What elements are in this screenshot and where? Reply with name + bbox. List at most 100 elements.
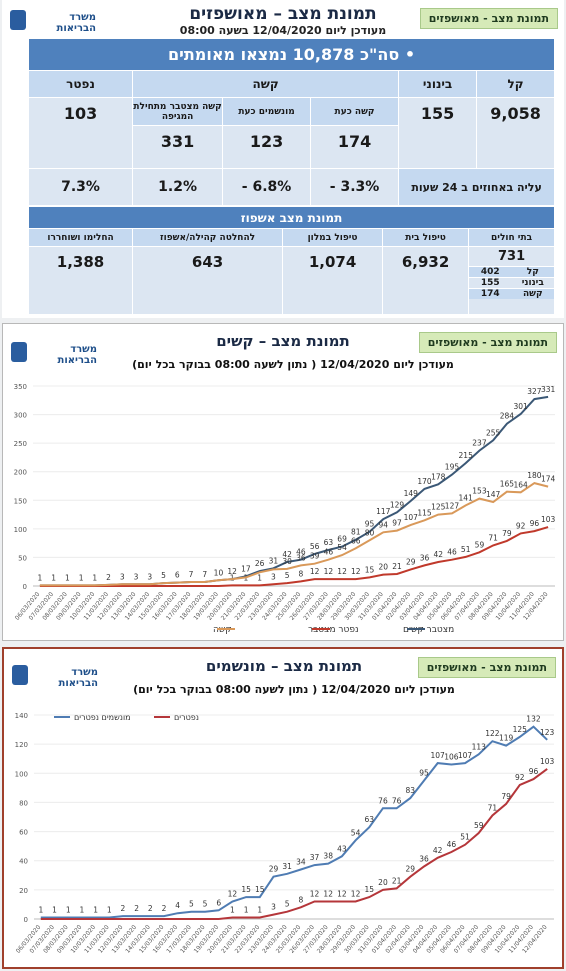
data-label: 284 (500, 412, 515, 421)
y-tick-label: 250 (14, 440, 27, 448)
data-label: 153 (472, 487, 487, 496)
data-label: 1 (51, 573, 56, 582)
data-label: 20 (379, 563, 389, 572)
data-label: 103 (541, 515, 556, 524)
data-label: 39 (310, 552, 320, 561)
data-label: 12 (310, 567, 320, 576)
y-tick-label: 80 (19, 799, 28, 807)
data-label: 2 (162, 904, 167, 913)
sub-header: קשה כעת (310, 97, 400, 126)
data-label: 331 (541, 385, 556, 394)
data-label: 76 (378, 796, 388, 805)
data-label: 113 (472, 742, 487, 751)
data-label: 3 (271, 572, 276, 581)
data-label: 164 (513, 480, 528, 489)
header: קל (476, 70, 556, 98)
data-label: 2 (148, 904, 153, 913)
data-label: 63 (364, 815, 374, 824)
data-label: 51 (461, 545, 471, 554)
data-label: 94 (379, 520, 389, 529)
data-label: 107 (458, 751, 473, 760)
data-label: 195 (445, 463, 460, 472)
data-label: 1 (80, 906, 85, 915)
breakdown-label: בינוני (521, 278, 544, 288)
data-label: 36 (420, 553, 430, 562)
data-label: 12 (324, 567, 334, 576)
data-label: 3 (120, 572, 125, 581)
logo: משרד הבריאות (12, 663, 98, 689)
data-label: 12 (228, 890, 238, 899)
y-tick-label: 100 (15, 770, 28, 778)
hosp-value: 731 (497, 249, 526, 264)
data-label: 174 (541, 475, 556, 484)
change: - 3.3% (310, 168, 400, 206)
data-label: 106 (444, 753, 459, 762)
total-text: סה"כ 10,878 נמצאו מאומתים (168, 45, 400, 64)
data-label: 92 (516, 521, 526, 530)
summary-subtitle: מעודכן ליום 12/04/2020 בשעה 08:00 (179, 24, 387, 37)
data-label: 20 (378, 878, 388, 887)
y-tick-label: 300 (14, 412, 27, 420)
data-label: 31 (269, 556, 279, 565)
series-line (39, 482, 549, 587)
hosp-header: טיפול במלון (282, 228, 384, 247)
breakdown-value: 155 (480, 278, 500, 288)
badge: תמונת מצב - מאושפזים (418, 332, 557, 353)
data-label: 1 (93, 906, 98, 915)
data-label: 51 (460, 833, 470, 842)
data-label: 12 (310, 890, 320, 899)
series-line (40, 725, 548, 919)
data-label: 107 (404, 513, 419, 522)
data-label: 127 (445, 501, 460, 510)
data-label: 34 (296, 857, 306, 866)
data-label: 63 (324, 538, 334, 547)
data-label: 71 (488, 533, 498, 542)
sub-header: קשה מצטבר מתחילת המגיפה (132, 97, 224, 126)
data-label: 1 (244, 906, 249, 915)
badge: תמונת מצב - מאושפזים (417, 657, 556, 678)
change-label: עליה באחוזים ב 24 שעות (398, 168, 556, 206)
data-label: 5 (189, 900, 194, 909)
data-label: 1 (37, 573, 42, 582)
severe-panel: משרד הבריאות תמונת מצב - מאושפזים תמונת … (2, 323, 564, 641)
data-label: 12 (337, 567, 347, 576)
change: 1.2% (132, 168, 224, 206)
y-tick-label: 40 (19, 858, 28, 866)
data-label: 7 (202, 570, 207, 579)
y-tick-label: 140 (15, 712, 28, 720)
data-label: 15 (255, 885, 265, 894)
data-label: 132 (526, 715, 541, 724)
data-label: 5 (203, 900, 208, 909)
data-label: 42 (433, 846, 443, 855)
breakdown-row: בינוני 155 (469, 277, 555, 288)
change: 7.3% (27, 168, 134, 206)
breakdown-value: 402 (480, 267, 500, 277)
data-label: 3 (134, 572, 139, 581)
data-label: 36 (419, 855, 429, 864)
y-tick-label: 20 (19, 887, 28, 895)
hosp-value: 643 (132, 246, 284, 315)
summary-title: תמונת מצב – מאושפזים (189, 4, 377, 24)
value: 155 (398, 97, 478, 169)
data-label: 1 (230, 906, 235, 915)
data-label: 15 (365, 565, 375, 574)
value: 174 (310, 125, 400, 169)
data-label: 92 (515, 773, 525, 782)
legend-label: מונשמים נפטרים (74, 713, 131, 722)
data-label: 79 (502, 529, 512, 538)
data-label: 12 (351, 890, 361, 899)
y-tick-label: 60 (19, 829, 28, 837)
data-label: 81 (351, 528, 361, 537)
data-label: 76 (392, 796, 402, 805)
data-label: 8 (298, 569, 303, 578)
value: 331 (132, 125, 224, 169)
data-label: 301 (513, 402, 528, 411)
change: - 6.8% (222, 168, 312, 206)
chart-title: תמונת מצב – קשים (216, 332, 350, 350)
y-tick-label: 200 (14, 469, 27, 477)
header: נפטר (27, 70, 134, 98)
data-label: 15 (364, 885, 374, 894)
hospitals-cell: 731 קל 402 בינוני 155 קשה 174 (468, 246, 556, 315)
header: קשה (132, 70, 400, 98)
